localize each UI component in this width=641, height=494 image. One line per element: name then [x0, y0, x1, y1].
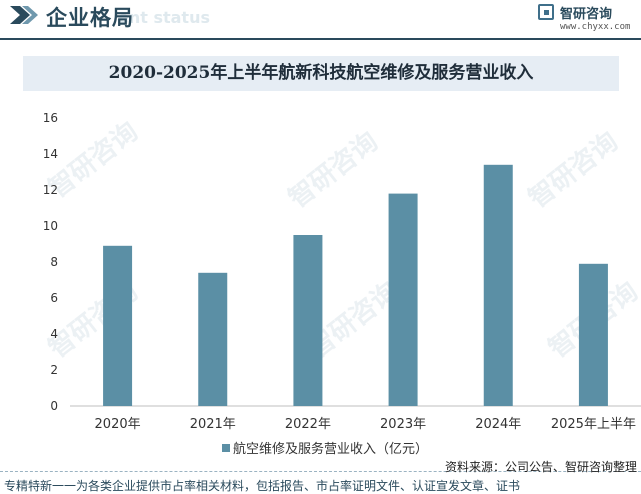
chart-title-box: 2020-2025年上半年航新科技航空维修及服务营业收入 [23, 56, 619, 91]
bar-chart: 0 2 4 6 8 10 12 14 16 2020年 2021年 2022年 2023年 2024年 20… [43, 111, 641, 457]
bar [198, 272, 228, 406]
bar [293, 235, 323, 406]
bar [483, 164, 513, 406]
y-tick-label: 10 [43, 219, 58, 233]
header-subtitle: ent status [118, 8, 210, 27]
bar [388, 193, 418, 406]
footer-divider [0, 471, 641, 472]
header-title: 企业格局 [46, 6, 134, 30]
y-tick-label: 12 [43, 183, 58, 197]
x-tick-label: 2024年 [475, 417, 521, 432]
logo-mark-icon [538, 4, 554, 20]
footer-text: 专精特新一一为各类企业提供市占率相关材料，包括报告、市占率证明文件、认证宣发文章… [4, 479, 521, 493]
logo-name: 智研咨询 [560, 7, 613, 22]
y-tick-label: 6 [50, 291, 58, 305]
header-decoration-icon [10, 6, 38, 24]
x-tick-label: 2023年 [380, 417, 426, 432]
chart-title: 2020-2025年上半年航新科技航空维修及服务营业收入 [108, 63, 534, 83]
page-header: ent status 企业格局 智研咨询 www.chyxx.com [0, 0, 641, 38]
brand-logo: 智研咨询 www.chyxx.com [538, 2, 633, 36]
bar [103, 245, 133, 406]
x-tick-label: 2021年 [190, 417, 236, 432]
y-tick-label: 14 [43, 147, 58, 161]
bar [578, 263, 608, 406]
y-tick-label: 0 [50, 399, 58, 413]
x-tick-label: 2025年上半年 [551, 417, 636, 432]
header-divider [0, 38, 641, 40]
y-tick-label: 2 [50, 363, 58, 377]
data-source: 资料来源：公司公告、智研咨询整理 [444, 460, 637, 474]
y-tick-label: 4 [50, 327, 58, 341]
legend-label: 航空维修及服务营业收入（亿元） [233, 441, 428, 457]
logo-url: www.chyxx.com [560, 22, 631, 32]
y-tick-label: 16 [43, 111, 58, 125]
legend-swatch [222, 444, 230, 452]
y-tick-label: 8 [50, 255, 58, 269]
x-tick-label: 2020年 [95, 417, 141, 432]
x-tick-label: 2022年 [285, 417, 331, 432]
